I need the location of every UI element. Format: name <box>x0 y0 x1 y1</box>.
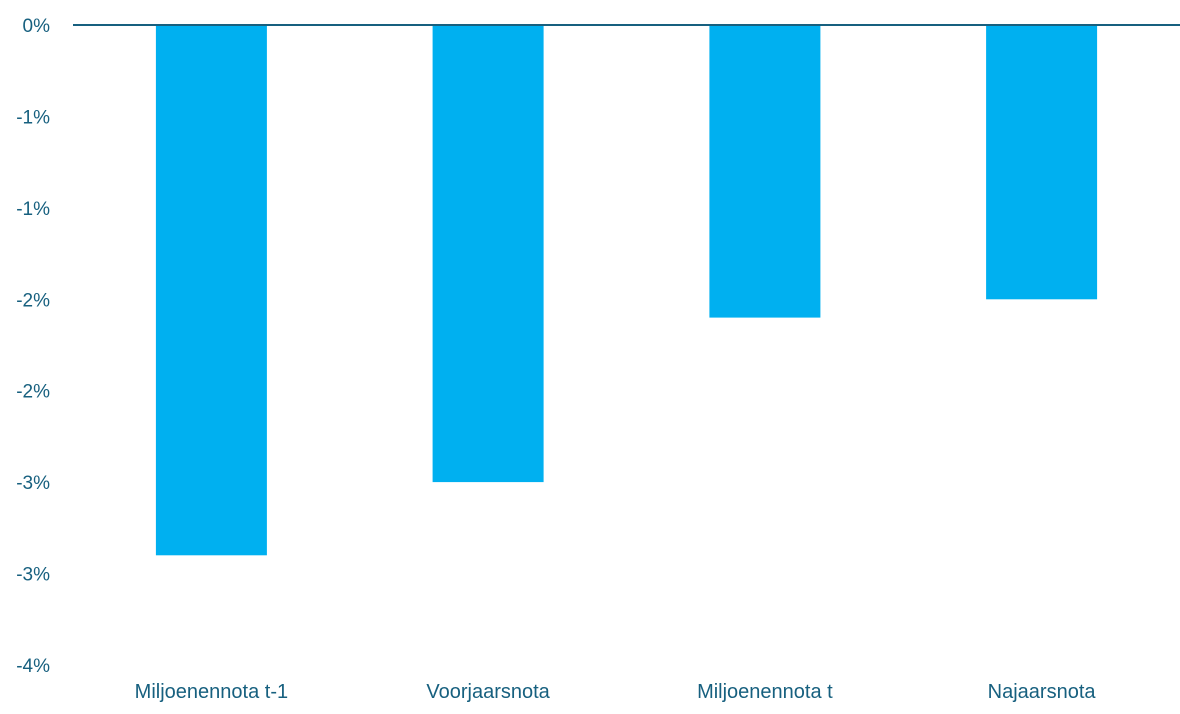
bars-layer <box>155 25 1098 556</box>
y-tick-label: 0% <box>23 16 51 37</box>
bar-3 <box>709 25 821 318</box>
y-tick-label: -3% <box>16 473 50 494</box>
y-tick-label: -1% <box>16 107 50 128</box>
y-tick-label: -2% <box>16 382 50 403</box>
y-tick-label: -4% <box>16 656 50 677</box>
y-tick-label: -3% <box>16 565 50 586</box>
bar-4 <box>986 25 1098 300</box>
x-tick-label: Voorjaarsnota <box>426 681 550 703</box>
y-tick-label: -2% <box>16 290 50 311</box>
x-tick-label: Najaarsnota <box>988 681 1097 703</box>
bar-2 <box>432 25 544 483</box>
x-tick-labels: Miljoenennota t-1 Voorjaarsnota Miljoenenn… <box>135 681 1097 703</box>
x-tick-label: Miljoenennota t <box>697 681 833 703</box>
y-tick-labels: 0% -1% -1% -2% -2% -3% -3% -4% <box>16 16 50 677</box>
y-tick-label: -1% <box>16 199 50 220</box>
bar-1 <box>155 25 267 556</box>
x-tick-label: Miljoenennota t-1 <box>135 681 288 703</box>
